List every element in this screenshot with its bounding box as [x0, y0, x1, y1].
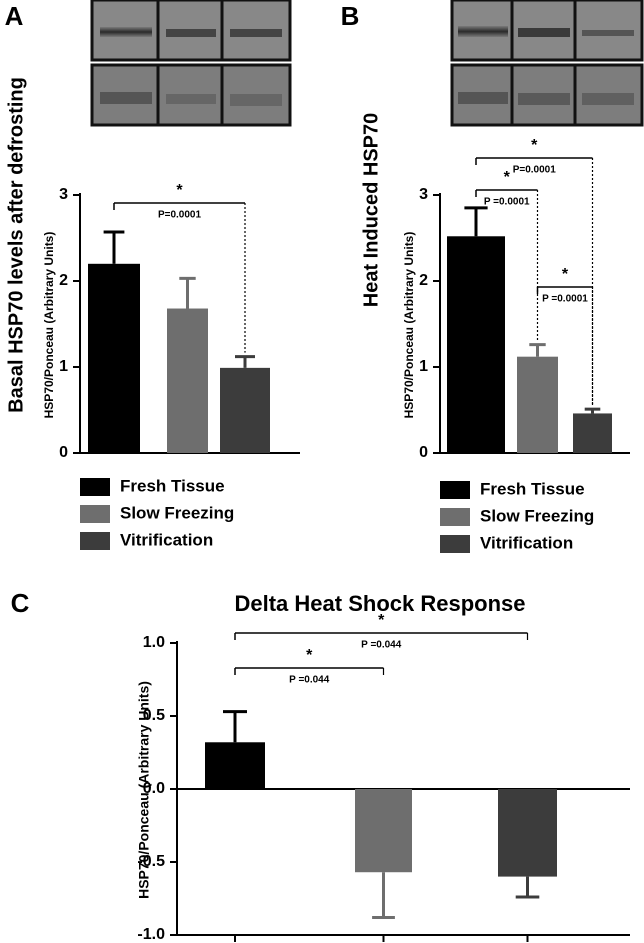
y-tick-label: 2	[59, 272, 68, 289]
significance-star: *	[504, 169, 511, 186]
panel-label: A	[5, 1, 24, 31]
legend-swatch	[440, 535, 470, 553]
y-tick-label: 1	[59, 358, 68, 375]
p-value: P =0.044	[361, 640, 402, 651]
legend-swatch	[80, 478, 110, 496]
y-tick-label: 0.0	[143, 780, 165, 797]
chart-title: Delta Heat Shock Response	[235, 591, 526, 616]
y-tick-label: 1	[419, 358, 428, 375]
legend-label: Vitrification	[480, 533, 573, 552]
y-axis-label: HSP70/Ponceau (Arbitrary Units)	[402, 232, 416, 419]
y-tick-label: -0.5	[137, 853, 165, 870]
legend-label: Fresh Tissue	[480, 479, 585, 498]
legend-swatch	[440, 481, 470, 499]
p-value: P =0.0001	[542, 294, 588, 305]
y-tick-label: 3	[419, 186, 428, 203]
y-tick-label: 0	[59, 444, 68, 461]
y-tick-label: 2	[419, 272, 428, 289]
y-axis-label: HSP70/Ponceau (Arbitrary Units)	[136, 681, 152, 899]
legend-label: Vitrification	[120, 530, 213, 549]
p-value: P=0.0001	[158, 210, 202, 221]
bar	[517, 356, 558, 453]
bar	[498, 789, 557, 877]
bar	[355, 789, 412, 873]
p-value: P=0.0001	[513, 165, 557, 176]
y-tick-label: -1.0	[137, 926, 165, 943]
bar	[205, 742, 265, 789]
y-tick-label: 1.0	[143, 634, 165, 651]
y-axis-label: HSP70/Ponceau (Arbitrary Units)	[42, 232, 56, 419]
legend-label: Slow Freezing	[120, 503, 234, 522]
panel-label: C	[11, 588, 30, 618]
legend-label: Fresh Tissue	[120, 476, 225, 495]
bar	[167, 308, 208, 453]
significance-star: *	[176, 182, 183, 199]
bar	[447, 236, 505, 453]
significance-star: *	[306, 647, 313, 664]
significance-star: *	[531, 137, 538, 154]
panel-label: B	[341, 1, 360, 31]
legend-swatch	[80, 532, 110, 550]
significance-star: *	[378, 612, 385, 629]
p-value: P =0.044	[289, 675, 330, 686]
bar	[573, 413, 612, 453]
y-tick-label: 3	[59, 186, 68, 203]
chart-title: Heat Induced HSP70	[360, 113, 382, 308]
bar	[88, 263, 140, 453]
chart-title: Basal HSP70 levels after defrosting	[5, 77, 27, 413]
y-tick-label: 0	[419, 444, 428, 461]
blot-b	[450, 0, 644, 127]
bar	[220, 367, 270, 453]
significance-star: *	[562, 266, 569, 283]
legend-swatch	[440, 508, 470, 526]
y-tick-label: 0.5	[143, 707, 165, 724]
legend-swatch	[80, 505, 110, 523]
p-value: P =0.0001	[484, 197, 530, 208]
blot-a	[90, 0, 292, 127]
legend-label: Slow Freezing	[480, 506, 594, 525]
